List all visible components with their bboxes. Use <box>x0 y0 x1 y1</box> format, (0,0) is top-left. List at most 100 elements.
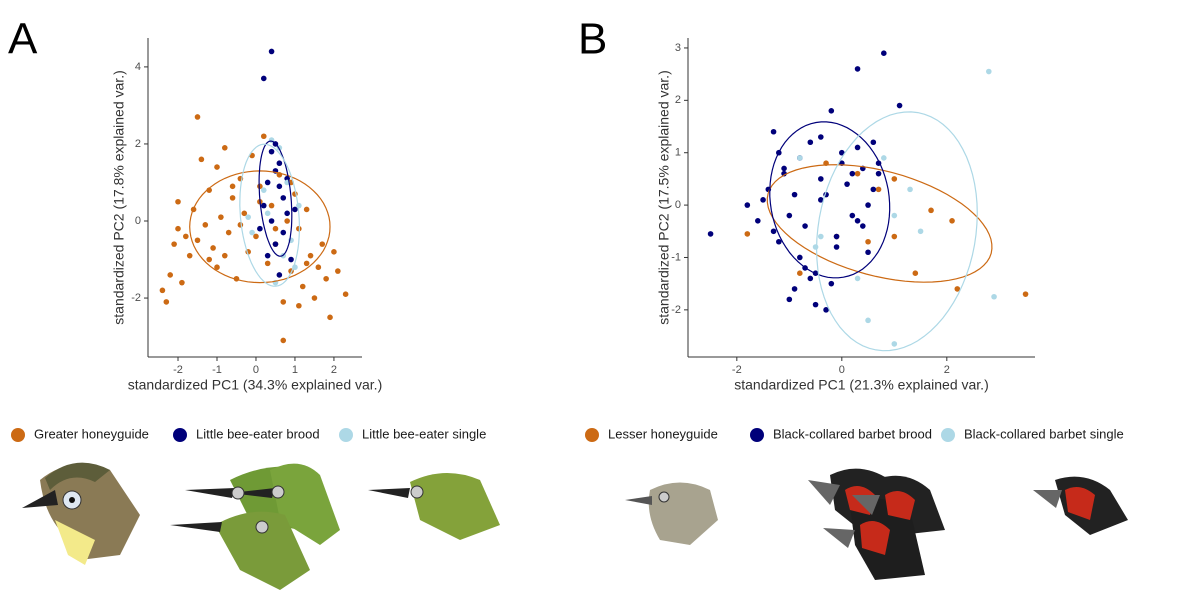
point <box>280 299 286 305</box>
point <box>171 241 177 247</box>
point <box>745 231 751 237</box>
point <box>265 210 271 216</box>
point <box>273 226 279 232</box>
legend-label: Black-collared barbet single <box>964 426 1124 441</box>
bird-little-bee-eater-single <box>368 473 500 540</box>
point <box>855 276 861 282</box>
point <box>808 139 814 145</box>
point <box>787 213 793 219</box>
point <box>897 103 903 109</box>
point <box>296 303 302 309</box>
y-tick-label: -2 <box>671 304 681 316</box>
point <box>829 281 835 287</box>
point <box>892 234 898 240</box>
point <box>319 241 325 247</box>
chart: B-202-2-10123standardized PC1 (21.3% exp… <box>578 15 1124 442</box>
y-tick-label: 3 <box>675 42 681 54</box>
point <box>238 222 244 228</box>
point <box>261 203 267 209</box>
point <box>708 231 714 237</box>
point <box>183 234 189 240</box>
y-tick-label: -2 <box>131 292 141 304</box>
y-tick-label: 2 <box>135 138 141 150</box>
point <box>284 218 290 224</box>
point <box>323 276 329 282</box>
point <box>335 268 341 274</box>
point <box>855 145 861 151</box>
point <box>813 244 819 250</box>
bird-black-collared-barbet-brood <box>808 469 945 580</box>
point <box>277 184 283 190</box>
point <box>265 261 271 267</box>
x-tick-label: 2 <box>944 364 950 376</box>
point <box>304 261 310 267</box>
point <box>273 241 279 247</box>
point <box>850 213 856 219</box>
point <box>175 226 181 232</box>
point <box>249 230 255 236</box>
point <box>230 184 236 190</box>
point <box>179 280 185 286</box>
point <box>986 69 992 75</box>
legend-marker <box>585 428 599 442</box>
point <box>343 291 349 297</box>
point <box>855 171 861 177</box>
point <box>1023 291 1029 297</box>
point <box>203 222 209 228</box>
point <box>871 139 877 145</box>
ellipse <box>770 122 890 278</box>
point <box>261 133 267 139</box>
x-tick-label: 0 <box>253 364 259 376</box>
point <box>261 187 267 193</box>
point <box>850 171 856 177</box>
point <box>304 207 310 213</box>
point <box>265 253 271 259</box>
y-axis-title: standardized PC2 (17.5% explained var.) <box>656 70 672 324</box>
point <box>892 341 898 347</box>
point <box>876 171 882 177</box>
point <box>892 176 898 182</box>
bird-little-bee-eater-brood <box>170 464 340 590</box>
point <box>797 155 803 161</box>
y-axis-title: standardized PC2 (17.8% explained var.) <box>111 70 127 324</box>
point <box>781 166 787 172</box>
point <box>787 297 793 303</box>
x-tick-label: -1 <box>212 364 222 376</box>
point <box>907 187 913 193</box>
point <box>991 294 997 300</box>
point <box>771 129 777 135</box>
point <box>865 249 871 255</box>
legend-marker <box>11 428 25 442</box>
point <box>813 302 819 308</box>
point <box>760 197 766 203</box>
point <box>280 338 286 344</box>
point <box>818 176 824 182</box>
point <box>269 203 275 209</box>
point <box>199 157 205 163</box>
bird-lesser-honeyguide <box>625 483 718 546</box>
point <box>269 49 275 55</box>
point <box>280 195 286 201</box>
legend-label: Greater honeyguide <box>34 426 149 441</box>
y-tick-label: 1 <box>675 147 681 159</box>
point <box>855 66 861 72</box>
point <box>918 228 924 234</box>
point <box>865 202 871 208</box>
point <box>802 223 808 229</box>
point <box>195 114 201 120</box>
x-tick-label: 2 <box>331 364 337 376</box>
legend-label: Black-collared barbet brood <box>773 426 932 441</box>
point <box>265 180 271 186</box>
point <box>277 272 283 278</box>
point <box>269 149 275 155</box>
legend-marker <box>941 428 955 442</box>
point <box>771 228 777 234</box>
bird-greater-honeyguide <box>22 463 140 565</box>
y-tick-label: -1 <box>671 251 681 263</box>
legend-marker <box>750 428 764 442</box>
point <box>855 218 861 224</box>
point <box>913 270 919 276</box>
point <box>222 253 228 259</box>
y-tick-label: 4 <box>135 61 141 73</box>
